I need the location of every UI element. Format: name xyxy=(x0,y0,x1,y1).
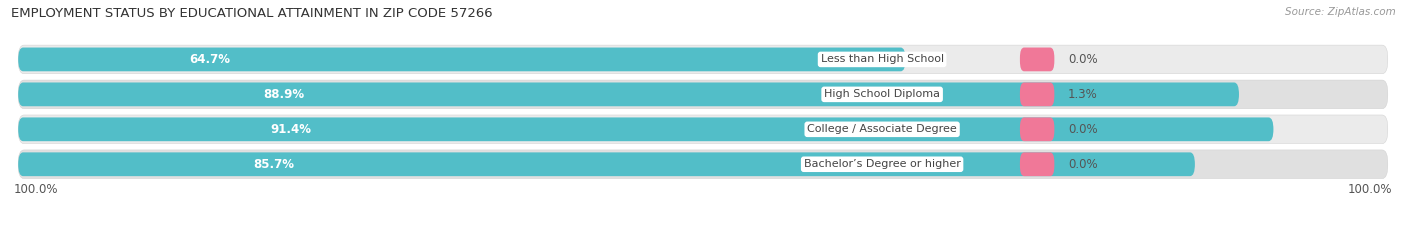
FancyBboxPatch shape xyxy=(1019,82,1054,106)
Text: 0.0%: 0.0% xyxy=(1069,158,1098,171)
FancyBboxPatch shape xyxy=(1019,48,1054,71)
FancyBboxPatch shape xyxy=(18,150,1388,179)
FancyBboxPatch shape xyxy=(18,80,1388,109)
Text: 0.0%: 0.0% xyxy=(1069,53,1098,66)
FancyBboxPatch shape xyxy=(1019,152,1054,176)
Text: 91.4%: 91.4% xyxy=(270,123,312,136)
Text: 100.0%: 100.0% xyxy=(14,183,59,196)
Text: Bachelor’s Degree or higher: Bachelor’s Degree or higher xyxy=(804,159,960,169)
Text: 88.9%: 88.9% xyxy=(263,88,304,101)
FancyBboxPatch shape xyxy=(18,117,1274,141)
FancyBboxPatch shape xyxy=(18,152,1195,176)
Text: Source: ZipAtlas.com: Source: ZipAtlas.com xyxy=(1285,7,1396,17)
Text: 0.0%: 0.0% xyxy=(1069,123,1098,136)
Text: EMPLOYMENT STATUS BY EDUCATIONAL ATTAINMENT IN ZIP CODE 57266: EMPLOYMENT STATUS BY EDUCATIONAL ATTAINM… xyxy=(11,7,494,20)
Text: High School Diploma: High School Diploma xyxy=(824,89,941,99)
FancyBboxPatch shape xyxy=(18,45,1388,74)
FancyBboxPatch shape xyxy=(18,48,905,71)
FancyBboxPatch shape xyxy=(18,82,1239,106)
Text: College / Associate Degree: College / Associate Degree xyxy=(807,124,957,134)
Text: 100.0%: 100.0% xyxy=(1347,183,1392,196)
Text: 1.3%: 1.3% xyxy=(1069,88,1098,101)
FancyBboxPatch shape xyxy=(1019,117,1054,141)
Text: 64.7%: 64.7% xyxy=(190,53,231,66)
Text: Less than High School: Less than High School xyxy=(821,55,943,64)
FancyBboxPatch shape xyxy=(18,115,1388,144)
Text: 85.7%: 85.7% xyxy=(253,158,294,171)
